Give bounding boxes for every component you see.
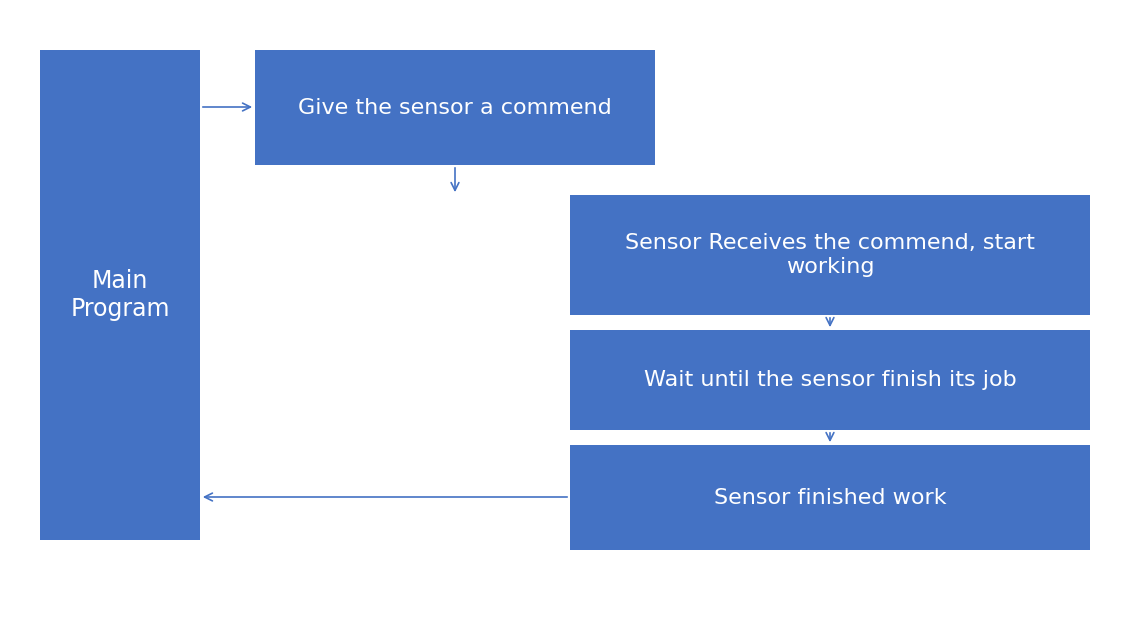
Text: Wait until the sensor finish its job: Wait until the sensor finish its job <box>644 370 1016 390</box>
Text: Sensor Receives the commend, start
working: Sensor Receives the commend, start worki… <box>625 234 1035 276</box>
FancyBboxPatch shape <box>570 445 1090 550</box>
FancyBboxPatch shape <box>570 330 1090 430</box>
Text: Main
Program: Main Program <box>70 269 170 321</box>
FancyBboxPatch shape <box>255 50 655 165</box>
Text: Sensor finished work: Sensor finished work <box>714 488 947 508</box>
FancyBboxPatch shape <box>40 50 200 540</box>
FancyBboxPatch shape <box>570 195 1090 315</box>
Text: Give the sensor a commend: Give the sensor a commend <box>299 97 612 118</box>
